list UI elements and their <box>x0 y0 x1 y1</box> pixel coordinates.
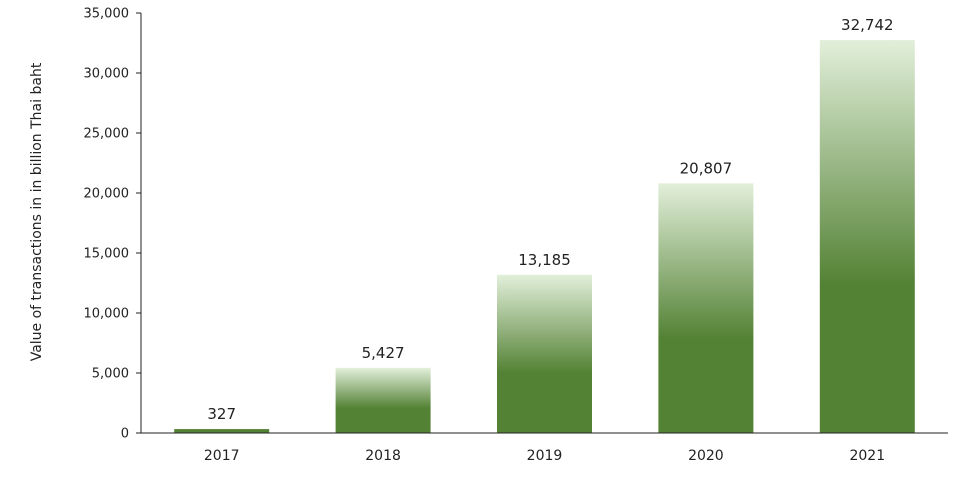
y-tick-label: 5,000 <box>92 367 129 382</box>
data-label-2017: 327 <box>207 405 236 423</box>
y-axis-title: Value of transactions in in billion Thai… <box>29 62 45 361</box>
data-label-2019: 13,185 <box>518 251 571 269</box>
x-tick-label-2020: 2020 <box>688 448 724 464</box>
y-tick-label: 25,000 <box>84 127 130 142</box>
x-axis-ticks: 2017 2018 2019 2020 2021 <box>204 448 885 464</box>
x-tick-label-2017: 2017 <box>204 448 240 464</box>
y-tick-label: 0 <box>121 427 129 442</box>
bar-2018 <box>335 367 431 433</box>
y-tick-label: 30,000 <box>84 67 130 82</box>
bar-2017 <box>174 429 270 433</box>
bars-group <box>174 40 915 433</box>
bar-2019 <box>497 274 592 433</box>
data-labels-group: 327 5,427 13,185 20,807 32,742 <box>207 16 893 423</box>
y-tick-label: 15,000 <box>84 247 130 262</box>
y-tick-label: 20,000 <box>84 187 130 202</box>
x-tick-label-2018: 2018 <box>365 448 401 464</box>
data-label-2021: 32,742 <box>841 16 894 34</box>
data-label-2018: 5,427 <box>362 344 405 362</box>
data-label-2020: 20,807 <box>680 159 733 177</box>
y-tick-label: 10,000 <box>84 307 130 322</box>
bar-2020 <box>658 183 754 433</box>
x-tick-label-2019: 2019 <box>527 448 563 464</box>
bar-2021 <box>819 40 915 433</box>
y-axis-ticks: 0 5,000 10,000 15,000 20,000 25,000 30,000 35,0… <box>84 7 141 442</box>
x-tick-label-2021: 2021 <box>849 448 885 464</box>
y-tick-label: 35,000 <box>84 7 130 22</box>
